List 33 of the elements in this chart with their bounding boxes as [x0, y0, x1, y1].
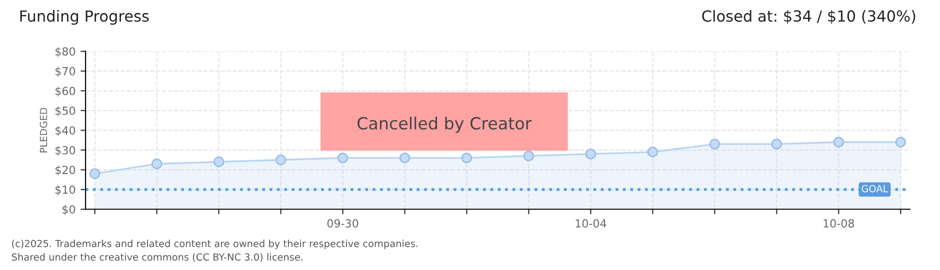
x-tick-label: 10-04: [576, 219, 606, 228]
point: [647, 146, 658, 158]
y-tick-label: $50: [56, 106, 76, 116]
x-tick-label: 10-08: [824, 219, 854, 228]
y-tick-label: $60: [56, 86, 76, 97]
point: [771, 138, 782, 150]
point: [833, 136, 844, 148]
point: [461, 152, 472, 164]
point: [523, 150, 534, 162]
point: [709, 138, 720, 150]
ref-line-label: GOAL: [862, 184, 888, 192]
text: Shared under the creative commons (CC BY-NC 3.0) license.: [12, 253, 302, 262]
y-tick-label: $0: [62, 205, 76, 216]
point: [399, 152, 410, 164]
annotation: Cancelled by Creator: [358, 116, 532, 133]
y-axis-title: PLEDGED: [40, 108, 48, 152]
x-tick-label: 09-30: [327, 219, 358, 228]
y-tick-label: $80: [56, 47, 76, 58]
point: [585, 148, 596, 160]
chart-subtitle: Closed at: $34 / $10 (340%): [702, 10, 916, 24]
y-tick-label: $20: [56, 166, 76, 176]
point: [151, 158, 162, 170]
point: [213, 156, 224, 168]
point: [275, 154, 286, 166]
y-tick-label: $70: [56, 66, 76, 77]
text: (c)2025. Trademarks and related content are owned by their respective companies.: [12, 240, 418, 250]
y-tick-label: $30: [56, 146, 76, 156]
point: [895, 136, 906, 148]
point: [89, 168, 100, 180]
y-tick-label: $10: [56, 185, 76, 196]
chart-title: Funding Progress: [20, 10, 149, 25]
y-tick-label: $40: [56, 126, 76, 136]
point: [337, 152, 348, 164]
